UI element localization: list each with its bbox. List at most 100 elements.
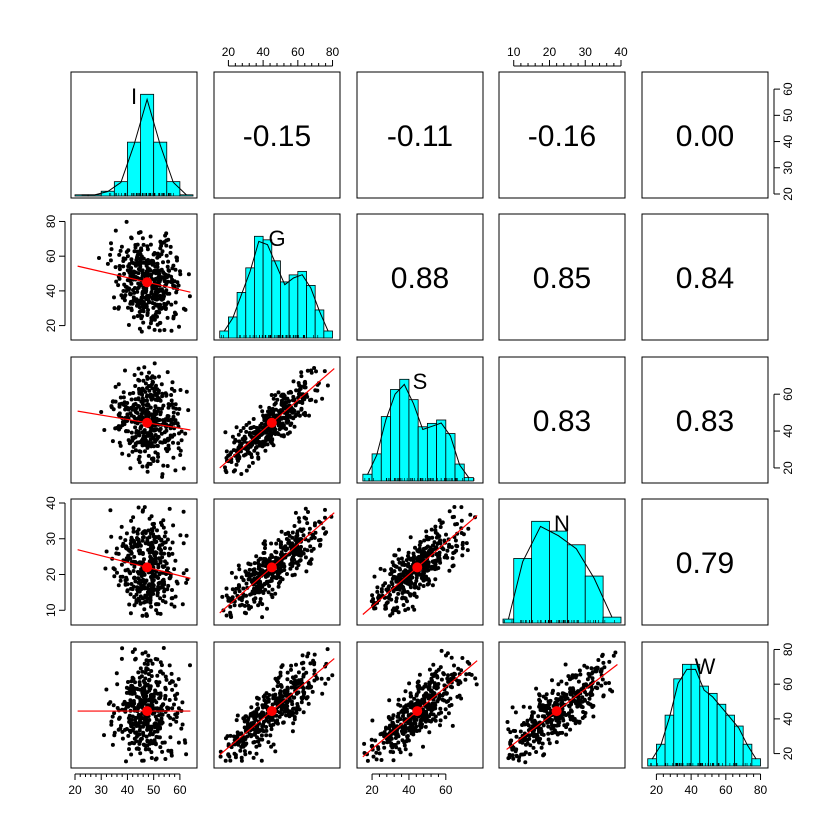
scatter-point [235, 456, 240, 461]
scatter-point [117, 716, 121, 721]
scatter-point [135, 314, 140, 318]
scatter-point [285, 572, 289, 576]
scatter-point [549, 731, 554, 736]
scatter-point [139, 399, 144, 404]
panel-I-W: 0.00 [641, 71, 769, 199]
hist-bar [742, 743, 753, 767]
scatter-point [148, 693, 153, 698]
scatter-point [115, 682, 120, 687]
scatter-point [273, 393, 278, 398]
scatter-point [178, 453, 183, 457]
scatter-point [252, 720, 256, 725]
scatter-point [239, 755, 244, 760]
scatter-point [160, 474, 165, 479]
scatter-point [412, 593, 417, 598]
scatter-point [317, 519, 322, 524]
scatter-point [437, 534, 442, 539]
scatter-point [277, 714, 282, 719]
scatter-point [387, 596, 392, 601]
scatter-point [150, 522, 155, 527]
scatter-point [149, 441, 154, 445]
scatter-point [285, 692, 290, 697]
scatter-point [141, 260, 146, 265]
scatter-point [175, 421, 180, 426]
scatter-point [429, 527, 434, 532]
scatter-point [113, 426, 118, 431]
scatter-point [119, 656, 124, 661]
scatter-point [151, 252, 156, 257]
scatter-point [263, 448, 268, 453]
scatter-point [326, 676, 331, 681]
scatter-points [362, 648, 479, 763]
scatter-point [273, 591, 278, 596]
correlation-label: -0.11 [387, 120, 453, 153]
scatter-point [113, 228, 118, 233]
scatter-point [243, 752, 248, 757]
scatter-point [124, 685, 129, 690]
scatter-point [256, 729, 261, 734]
scatter-points [99, 361, 191, 479]
hist-bar [513, 558, 533, 624]
scatter-point [433, 671, 437, 676]
scatter-point [256, 456, 261, 461]
scatter-point [156, 434, 161, 439]
scatter-point [391, 758, 396, 763]
scatter-point [447, 568, 452, 573]
scatter-point [559, 701, 564, 706]
scatter-point [293, 403, 298, 408]
scatter-point [249, 605, 253, 610]
tick-label: 60 [44, 249, 58, 263]
scatter-point [135, 537, 140, 542]
scatter-point [148, 321, 153, 326]
hist-bar [531, 520, 550, 624]
scatter-point [161, 671, 165, 676]
scatter-point [148, 234, 153, 239]
scatter-point [320, 396, 325, 401]
tick-label: 40 [402, 783, 416, 797]
scatter-point [152, 574, 157, 579]
scatter-point [573, 721, 578, 726]
scatter-point [469, 672, 474, 677]
scatter-point [563, 662, 568, 667]
scatter-point [307, 683, 312, 687]
scatter-point [150, 732, 155, 737]
scatter-point [402, 697, 406, 702]
scatter-point [173, 468, 178, 473]
scatter-point [263, 587, 268, 592]
scatter-point [236, 585, 241, 590]
scatter-point [230, 434, 235, 439]
scatter-point [278, 670, 283, 675]
scatter-point [452, 663, 456, 668]
scatter-point [176, 283, 181, 288]
scatter-point [120, 423, 125, 428]
scatter-point [514, 747, 519, 752]
scatter-point [432, 681, 437, 686]
scatter-point [138, 282, 143, 287]
scatter-point [458, 680, 463, 685]
scatter-point [138, 739, 142, 744]
tick-label: 80 [781, 642, 795, 656]
scatter-point [252, 561, 257, 566]
scatter-point [120, 451, 125, 456]
scatter-point [419, 725, 424, 730]
scatter-point [301, 710, 306, 715]
scatter-point [291, 721, 296, 726]
scatter-point [110, 742, 115, 747]
scatter-point [144, 409, 149, 414]
scatter-point [254, 744, 259, 749]
scatter-point [287, 696, 292, 701]
scatter-point [375, 589, 380, 594]
scatter-point [255, 451, 260, 456]
scatter-point [291, 711, 296, 716]
scatter-point [171, 717, 176, 722]
scatter-point [309, 536, 314, 541]
scatter-point [405, 734, 410, 738]
scatter-point [151, 270, 156, 275]
scatter-point [163, 530, 168, 535]
scatter-point [158, 611, 163, 616]
tick-label: 60 [719, 783, 733, 797]
scatter-point [289, 667, 293, 672]
scatter-point [135, 286, 140, 291]
scatter-point [232, 440, 237, 445]
scatter-point [132, 687, 137, 691]
